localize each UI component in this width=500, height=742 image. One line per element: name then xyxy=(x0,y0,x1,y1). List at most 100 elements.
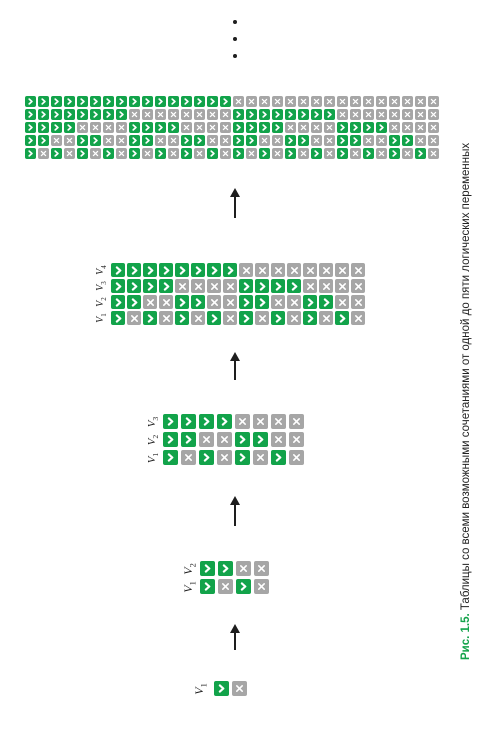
cross-mark-icon xyxy=(196,111,203,118)
true-cell xyxy=(207,263,221,277)
cross-mark-icon xyxy=(378,137,385,144)
true-cell xyxy=(103,96,114,107)
cross-mark-icon xyxy=(354,282,362,290)
false-cell xyxy=(428,122,439,133)
cross-mark-icon xyxy=(144,111,151,118)
check-mark-icon xyxy=(184,98,189,105)
true-cell xyxy=(272,109,283,120)
cross-mark-icon xyxy=(222,124,229,131)
cross-mark-icon xyxy=(210,282,218,290)
false-cell xyxy=(376,135,387,146)
truth-table-5-var xyxy=(25,96,439,159)
true-cell xyxy=(259,148,270,159)
true-cell xyxy=(271,311,285,325)
true-cell xyxy=(64,96,75,107)
check-mark-icon xyxy=(93,111,98,118)
false-cell xyxy=(319,311,333,325)
false-cell xyxy=(350,148,361,159)
variable-label: V1 xyxy=(146,452,161,463)
false-cell xyxy=(38,148,49,159)
false-cell xyxy=(415,135,426,146)
false-cell xyxy=(129,109,140,120)
true-cell xyxy=(350,135,361,146)
true-cell xyxy=(253,432,268,447)
cross-mark-icon xyxy=(226,298,234,306)
true-cell xyxy=(335,311,349,325)
cross-mark-icon xyxy=(417,98,424,105)
cross-mark-icon xyxy=(257,564,266,573)
false-cell xyxy=(335,263,349,277)
false-cell xyxy=(272,135,283,146)
check-mark-icon xyxy=(195,265,201,275)
false-cell xyxy=(428,135,439,146)
check-mark-icon xyxy=(179,265,185,275)
check-mark-icon xyxy=(54,111,59,118)
false-cell xyxy=(207,279,221,293)
check-mark-icon xyxy=(223,98,228,105)
check-mark-icon xyxy=(239,435,246,444)
false-cell xyxy=(168,109,179,120)
check-mark-icon xyxy=(119,98,124,105)
check-mark-icon xyxy=(54,98,59,105)
true-cell xyxy=(287,279,301,293)
check-mark-icon xyxy=(119,111,124,118)
cross-mark-icon xyxy=(40,150,47,157)
table-row xyxy=(214,681,247,696)
false-cell xyxy=(175,279,189,293)
cross-mark-icon xyxy=(322,314,330,322)
check-mark-icon xyxy=(353,137,358,144)
check-mark-icon xyxy=(353,124,358,131)
cross-mark-icon xyxy=(257,582,266,591)
true-cell xyxy=(199,450,214,465)
true-cell xyxy=(236,579,251,594)
false-cell xyxy=(289,414,304,429)
true-cell xyxy=(90,109,101,120)
cross-mark-icon xyxy=(220,435,229,444)
cross-mark-icon xyxy=(178,282,186,290)
cross-mark-icon xyxy=(306,266,314,274)
cross-mark-icon xyxy=(290,266,298,274)
cross-mark-icon xyxy=(274,98,281,105)
figure-caption: Рис. 1.5. Таблицы со всеми возможными со… xyxy=(460,143,472,660)
false-cell xyxy=(51,135,62,146)
cross-mark-icon xyxy=(326,124,333,131)
cross-mark-icon xyxy=(162,298,170,306)
check-mark-icon xyxy=(291,281,297,291)
true-cell xyxy=(163,414,178,429)
true-cell xyxy=(90,96,101,107)
check-mark-icon xyxy=(106,150,111,157)
true-cell xyxy=(271,279,285,293)
cross-mark-icon xyxy=(352,98,359,105)
cross-mark-icon xyxy=(354,298,362,306)
continuation-dot xyxy=(233,54,237,58)
cross-mark-icon xyxy=(306,282,314,290)
false-cell xyxy=(335,295,349,309)
check-mark-icon xyxy=(301,111,306,118)
false-cell xyxy=(402,148,413,159)
check-mark-icon xyxy=(392,137,397,144)
cross-mark-icon xyxy=(430,98,437,105)
cross-mark-icon xyxy=(146,298,154,306)
cross-mark-icon xyxy=(235,98,242,105)
true-cell xyxy=(103,109,114,120)
up-arrow-icon xyxy=(230,352,240,380)
true-cell xyxy=(246,135,257,146)
false-cell xyxy=(199,432,214,447)
variable-label: V1 xyxy=(181,580,198,593)
true-cell xyxy=(163,432,178,447)
false-cell xyxy=(376,109,387,120)
table-row xyxy=(25,148,439,159)
cross-mark-icon xyxy=(290,314,298,322)
check-mark-icon xyxy=(221,417,228,426)
true-cell xyxy=(51,122,62,133)
cross-mark-icon xyxy=(300,98,307,105)
check-mark-icon xyxy=(275,453,282,462)
true-cell xyxy=(77,109,88,120)
check-mark-icon xyxy=(262,124,267,131)
false-cell xyxy=(217,450,232,465)
cross-mark-icon xyxy=(274,150,281,157)
false-cell xyxy=(363,96,374,107)
cross-mark-icon xyxy=(326,150,333,157)
false-cell xyxy=(271,263,285,277)
cross-mark-icon xyxy=(184,453,193,462)
